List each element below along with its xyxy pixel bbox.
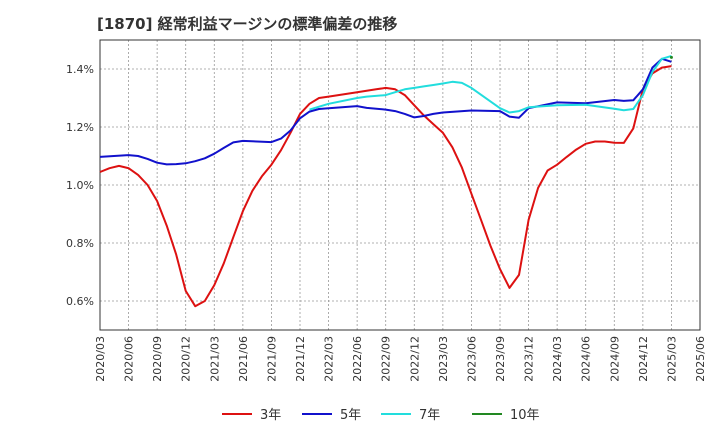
x-tick-label: 2022/12 bbox=[408, 336, 421, 382]
x-tick-label: 2023/06 bbox=[465, 336, 478, 382]
y-tick-label: 1.4% bbox=[66, 63, 94, 76]
y-tick-label: 1.0% bbox=[66, 179, 94, 192]
series-line-0 bbox=[99, 65, 672, 308]
legend-label-2: 7年 bbox=[419, 408, 440, 423]
legend-label-0: 3年 bbox=[260, 408, 281, 423]
x-tick-label: 2023/03 bbox=[437, 336, 450, 382]
x-tick-label: 2021/06 bbox=[237, 336, 250, 382]
x-tick-label: 2024/03 bbox=[551, 336, 564, 382]
x-tick-label: 2023/12 bbox=[523, 336, 536, 382]
x-tick-label: 2022/09 bbox=[380, 336, 393, 382]
x-tick-label: 2024/09 bbox=[608, 336, 621, 382]
x-tick-label: 2021/09 bbox=[265, 336, 278, 382]
legend-label-3: 10年 bbox=[510, 408, 540, 423]
series-line-2 bbox=[309, 54, 672, 114]
y-tick-label: 0.8% bbox=[66, 237, 94, 250]
x-tick-label: 2021/03 bbox=[208, 336, 221, 382]
x-tick-label: 2020/12 bbox=[180, 336, 193, 382]
series-point-3 bbox=[669, 55, 673, 59]
legend-label-1: 5年 bbox=[340, 408, 361, 423]
x-tick-label: 2020/06 bbox=[123, 336, 136, 382]
y-tick-label: 1.2% bbox=[66, 121, 94, 134]
x-tick-label: 2022/06 bbox=[351, 336, 364, 382]
x-tick-label: 2024/06 bbox=[580, 336, 593, 382]
x-tick-label: 2025/03 bbox=[665, 336, 678, 382]
x-tick-label: 2022/03 bbox=[323, 336, 336, 382]
series-line-1 bbox=[99, 57, 672, 166]
plot-frame bbox=[99, 39, 701, 331]
x-tick-label: 2023/09 bbox=[494, 336, 507, 382]
x-tick-label: 2020/03 bbox=[94, 336, 107, 382]
legend: 3年 5年 7年 10年 bbox=[222, 408, 540, 423]
series-lines bbox=[99, 54, 673, 308]
chart-title: [1870] 経常利益マージンの標準偏差の推移 bbox=[97, 15, 398, 33]
x-tick-label: 2021/12 bbox=[294, 336, 307, 382]
x-tick-label: 2024/12 bbox=[637, 336, 650, 382]
x-tick-label: 2020/09 bbox=[151, 336, 164, 382]
axes: 0.6% 0.8% 1.0% 1.2% 1.4% 2020/03 2020/06 2020/0… bbox=[66, 39, 707, 382]
x-tick-label: 2025/06 bbox=[694, 336, 707, 382]
y-tick-label: 0.6% bbox=[66, 295, 94, 308]
grid bbox=[100, 40, 700, 330]
